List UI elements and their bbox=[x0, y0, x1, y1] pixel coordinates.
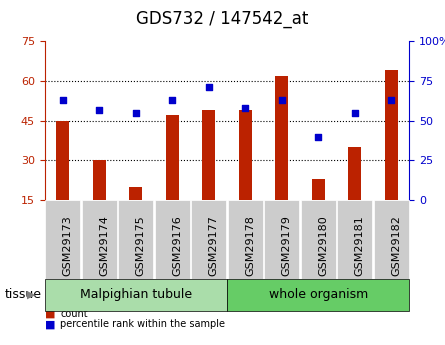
Text: count: count bbox=[60, 309, 88, 319]
Text: GSM29182: GSM29182 bbox=[391, 215, 401, 276]
Text: GSM29178: GSM29178 bbox=[245, 215, 255, 276]
Bar bbox=[348, 147, 361, 240]
Text: GSM29174: GSM29174 bbox=[99, 215, 109, 276]
Bar bbox=[239, 110, 251, 240]
Point bbox=[278, 97, 285, 103]
Text: GSM29176: GSM29176 bbox=[172, 215, 182, 276]
Point bbox=[351, 110, 358, 116]
Point bbox=[96, 107, 103, 112]
Bar bbox=[312, 179, 324, 240]
Text: GSM29173: GSM29173 bbox=[63, 215, 73, 276]
Bar bbox=[385, 70, 397, 240]
Text: GSM29180: GSM29180 bbox=[318, 215, 328, 276]
Point bbox=[169, 97, 176, 103]
Bar bbox=[129, 187, 142, 240]
Text: ▶: ▶ bbox=[27, 290, 36, 300]
Bar bbox=[275, 76, 288, 240]
Point bbox=[132, 110, 139, 116]
Bar bbox=[166, 116, 178, 240]
Text: GSM29175: GSM29175 bbox=[136, 215, 146, 276]
Text: GDS732 / 147542_at: GDS732 / 147542_at bbox=[136, 10, 309, 28]
Text: ■: ■ bbox=[44, 309, 55, 319]
Point bbox=[59, 97, 66, 103]
Point bbox=[205, 85, 212, 90]
Text: GSM29181: GSM29181 bbox=[355, 215, 364, 276]
Text: Malpighian tubule: Malpighian tubule bbox=[80, 288, 192, 302]
Point bbox=[315, 134, 322, 139]
Bar bbox=[93, 160, 105, 240]
Text: GSM29177: GSM29177 bbox=[209, 215, 218, 276]
Bar bbox=[202, 110, 215, 240]
Point bbox=[388, 97, 395, 103]
Text: tissue: tissue bbox=[4, 288, 41, 302]
Text: percentile rank within the sample: percentile rank within the sample bbox=[60, 319, 225, 329]
Text: whole organism: whole organism bbox=[268, 288, 368, 302]
Point bbox=[242, 105, 249, 111]
Text: GSM29179: GSM29179 bbox=[282, 215, 291, 276]
Bar bbox=[57, 121, 69, 240]
Text: ■: ■ bbox=[44, 319, 55, 329]
